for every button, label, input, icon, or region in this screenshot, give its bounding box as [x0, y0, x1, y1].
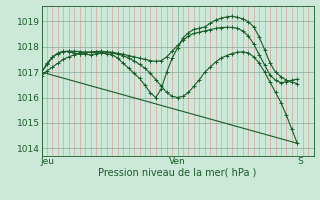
X-axis label: Pression niveau de la mer( hPa ): Pression niveau de la mer( hPa ): [99, 168, 257, 178]
